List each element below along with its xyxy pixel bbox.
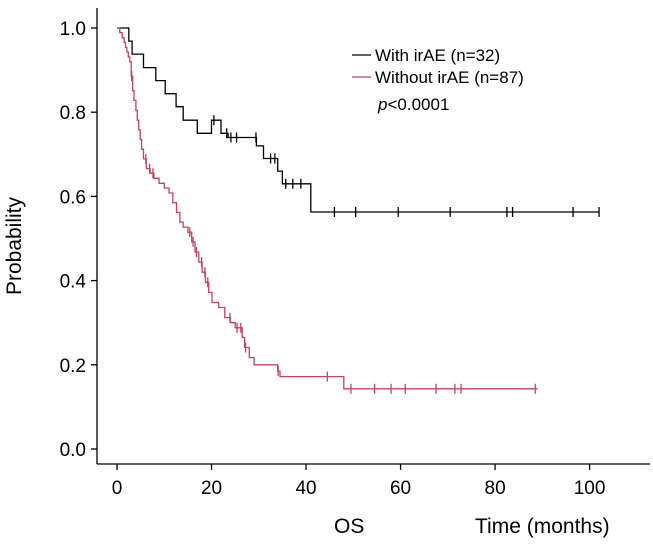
p-value-symbol: p: [377, 95, 387, 114]
x-tick-label: 100: [574, 478, 606, 499]
x-tick-label: 0: [112, 478, 123, 499]
y-axis-title: Probability: [3, 196, 26, 295]
p-value-annotation: p<0.0001: [377, 95, 449, 114]
y-tick-label: 0.8: [60, 103, 86, 124]
x-tick-label: 20: [201, 478, 222, 499]
p-value: <0.0001: [387, 95, 449, 114]
series-layer: [117, 27, 600, 394]
y-tick-label: 1.0: [60, 19, 86, 40]
y-tick-label: 0.6: [60, 187, 86, 208]
legend: With irAE (n=32) Without irAE (n=87): [352, 46, 524, 87]
x-axis-title: Time (months): [475, 515, 610, 538]
y-tick-label: 0.0: [60, 440, 86, 461]
legend-label-without-irae: Without irAE (n=87): [375, 68, 524, 87]
y-tick-label: 0.4: [60, 272, 87, 293]
km-curve-with-irae: [117, 27, 600, 213]
km-curve-without-irae: [117, 27, 538, 390]
chart-caption: OS: [334, 515, 364, 538]
x-tick-label: 40: [295, 478, 316, 499]
y-tick-label: 0.2: [60, 356, 86, 377]
x-tick-label: 60: [390, 478, 411, 499]
axes: 0.0 0.2 0.4 0.6 0.8 1.0 0 20 40 60 80 100: [60, 8, 650, 499]
legend-label-with-irae: With irAE (n=32): [375, 46, 500, 65]
x-tick-label: 80: [485, 478, 506, 499]
